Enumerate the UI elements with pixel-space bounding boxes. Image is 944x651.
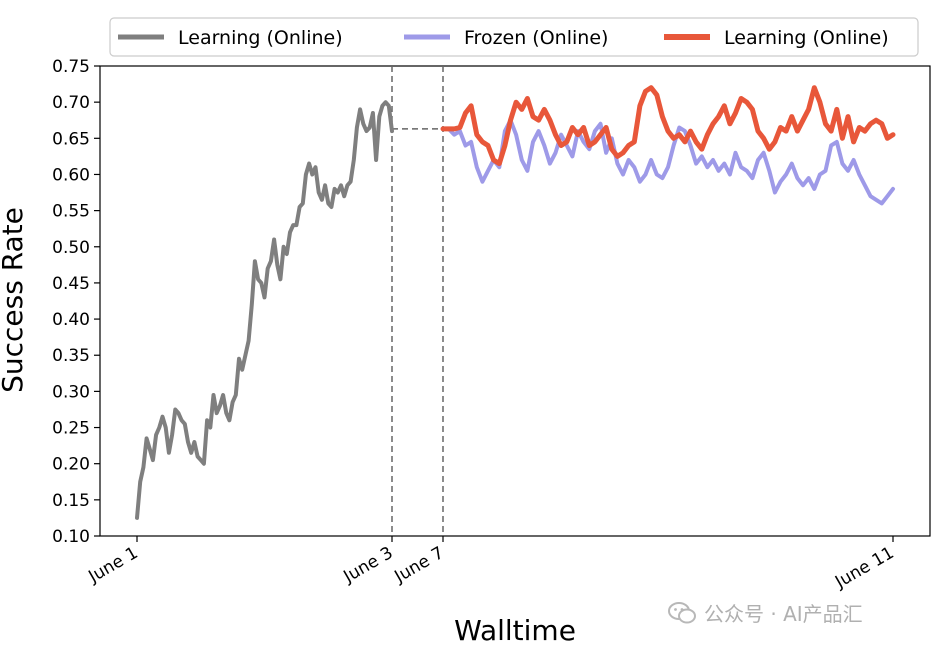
legend-label: Learning (Online) [178,27,343,49]
x-axis-title: Walltime [454,614,576,647]
y-tick-label: 0.10 [52,527,90,547]
y-tick-label: 0.20 [52,455,90,475]
x-tick-label: June 3 [340,543,397,587]
legend-label: Frozen (Online) [464,27,608,49]
series-line [440,85,896,167]
x-tick-label: June 7 [391,543,448,587]
series-line [441,118,895,206]
y-tick-label: 0.45 [52,274,90,294]
y-tick-label: 0.60 [52,165,90,185]
y-tick-label: 0.55 [52,202,90,222]
y-tick-label: 0.25 [52,419,90,439]
y-tick-label: 0.15 [52,491,90,511]
wechat-icon [668,601,696,623]
x-tick-label: June 11 [831,543,897,593]
watermark-text: 公众号 · AI产品汇 [704,602,863,626]
y-tick-label: 0.40 [52,310,90,330]
x-tick-label: June 1 [85,543,142,587]
plot-area [99,65,931,537]
y-tick-label: 0.70 [52,93,90,113]
y-tick-label: 0.30 [52,382,90,402]
y-tick-label: 0.35 [52,346,90,366]
legend-label: Learning (Online) [724,27,889,49]
watermark: 公众号 · AI产品汇 [668,598,863,627]
y-tick-label: 0.65 [52,129,90,149]
y-tick-label: 0.50 [52,238,90,258]
y-axis: 0.10 0.15 0.20 0.25 0.30 0.35 0.40 0.45 0.50 0.55… [52,57,100,547]
legend-box [109,17,919,57]
y-tick-label: 0.75 [52,57,90,77]
series-line [135,100,394,520]
plot-frame [99,65,931,537]
legend: Learning (Online) Frozen (Online) Learning… [109,17,919,57]
y-axis-title: Success Rate [0,207,29,393]
